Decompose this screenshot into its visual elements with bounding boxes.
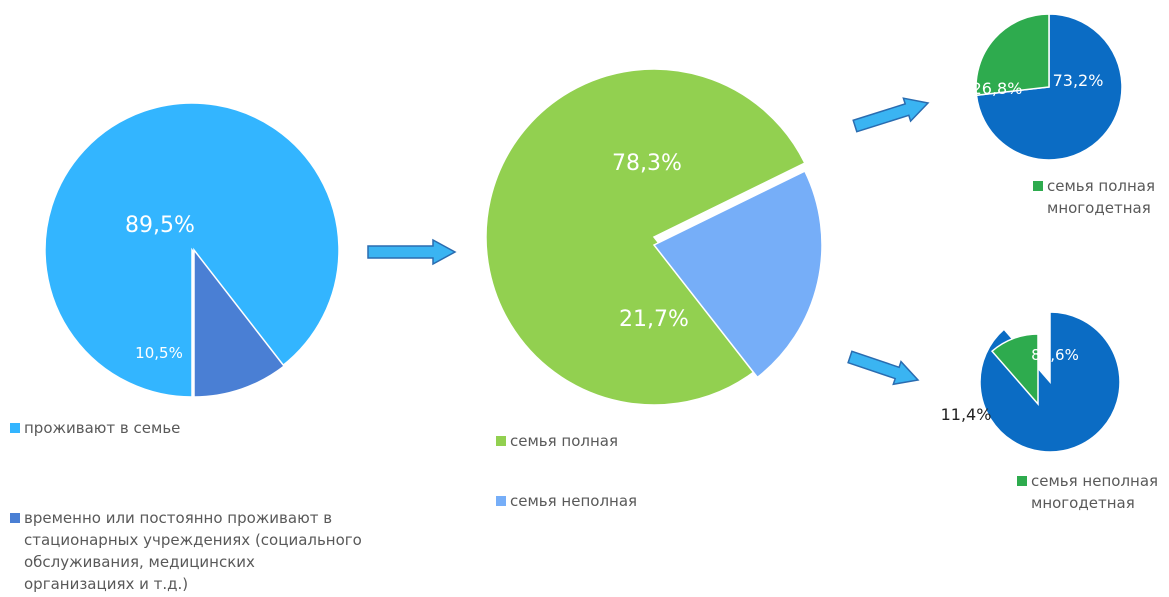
pie-slice-label: 88,6% <box>1031 346 1079 364</box>
pie-chart-family-type: 78,3% 21,7% <box>485 68 823 406</box>
legend-swatch-lime-green <box>496 436 506 446</box>
legend-swatch-light-blue <box>10 423 20 433</box>
pie-slice <box>652 170 823 379</box>
pie-slice-label: 73,2% <box>1053 71 1104 90</box>
pie-slice-label: 78,3% <box>612 151 682 176</box>
arrows-group <box>367 97 930 386</box>
arrow-right-icon <box>367 238 457 266</box>
legend-pie2-item2: семья неполная <box>496 490 637 512</box>
pie-chart-full-family-large: 26,8% 73,2% <box>972 13 1123 161</box>
pie-slice <box>44 102 340 398</box>
arrow-right-icon <box>852 97 930 133</box>
legend-pie4-item1: семья неполная многодетная <box>1017 470 1158 514</box>
pie-slice-label: 10,5% <box>135 344 183 362</box>
pie-slice <box>193 247 286 398</box>
legend-label: семья полная многодетная <box>1047 177 1156 217</box>
pie-chart-single-parent-large: 11,4% 88,6% <box>941 311 1121 453</box>
legend-swatch-pale-blue <box>496 496 506 506</box>
legend-label: проживают в семье <box>24 419 181 437</box>
legend-label: семья неполная <box>510 492 638 510</box>
arrow-right-icon <box>847 350 920 386</box>
legend-swatch-green <box>1033 181 1043 191</box>
pie-slice <box>990 333 1039 407</box>
legend-pie3-item1: семья полная многодетная <box>1033 175 1155 219</box>
legend-pie1-item1: проживают в семье <box>10 417 180 439</box>
legend-pie2-item1: семья полная <box>496 430 618 452</box>
pie-slice-label: 89,5% <box>125 213 195 238</box>
pie-slice <box>979 311 1121 453</box>
legend-label: семья неполная многодетная <box>1031 472 1159 512</box>
legend-swatch-steel-blue <box>10 513 20 523</box>
pie-slice-label: 26,8% <box>972 79 1023 98</box>
legend-swatch-green <box>1017 476 1027 486</box>
pie-slice-label: 11,4% <box>941 405 992 424</box>
pie-slice <box>485 68 806 406</box>
pie-slice-label: 21,7% <box>619 307 689 332</box>
pie-slice <box>975 13 1050 97</box>
legend-label: временно или постоянно проживают в стаци… <box>24 509 362 593</box>
legend-pie1-item2: временно или постоянно проживают в стаци… <box>10 507 362 595</box>
legend-label: семья полная <box>510 432 619 450</box>
pie-chart-living-arrangement: 89,5% 10,5% <box>44 102 340 398</box>
